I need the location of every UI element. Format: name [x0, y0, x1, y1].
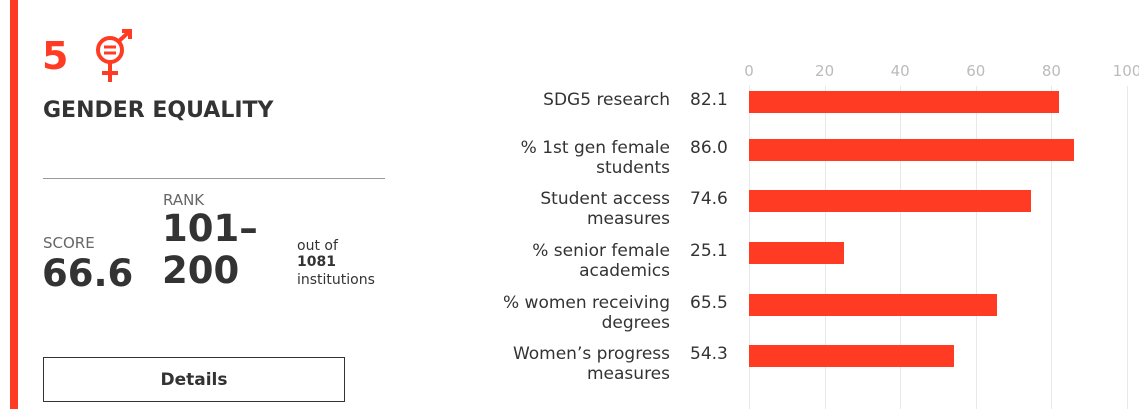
goal-number: 5 — [42, 34, 69, 78]
divider — [43, 178, 385, 179]
x-tick-label: 80 — [1041, 62, 1061, 80]
bar — [749, 345, 955, 367]
score-label: SCORE — [43, 234, 95, 252]
bar — [749, 294, 997, 316]
bar — [749, 91, 1060, 113]
x-tick-label: 0 — [744, 62, 754, 80]
category-label: % 1st gen female students — [520, 138, 670, 178]
x-tick-label: 100 — [1112, 62, 1139, 80]
value-label: 86.0 — [690, 138, 728, 158]
bar — [749, 190, 1031, 212]
value-label: 25.1 — [690, 241, 728, 261]
grid-line — [900, 86, 902, 409]
score: 66.6 — [42, 252, 134, 295]
category-label: SDG5 research — [543, 90, 670, 110]
x-tick-label: 40 — [890, 62, 910, 80]
bar — [749, 139, 1075, 161]
total: 1081 — [297, 254, 336, 270]
value-label: 54.3 — [690, 344, 728, 364]
rank-label: RANK — [163, 191, 205, 209]
grid-line — [975, 86, 977, 409]
x-tick-label: 60 — [966, 62, 986, 80]
value-label: 82.1 — [690, 90, 728, 110]
institutions: institutions — [297, 272, 375, 288]
grid-line — [1051, 86, 1053, 409]
value-label: 65.5 — [690, 293, 728, 313]
gender-icon — [96, 29, 132, 82]
category-label: Women’s progress measures — [512, 344, 670, 384]
grid-line — [1127, 86, 1128, 409]
goal-title: GENDER EQUALITY — [43, 98, 274, 123]
category-label: % women receiving degrees — [502, 293, 670, 333]
accent-bar — [10, 0, 18, 409]
bar — [749, 242, 844, 264]
details-button[interactable]: Details — [43, 357, 345, 402]
out-of: out of — [297, 238, 338, 254]
x-tick-label: 20 — [815, 62, 835, 80]
category-label: Student access measures — [540, 189, 670, 229]
rank: 101–200 — [162, 207, 258, 292]
value-label: 74.6 — [690, 189, 728, 209]
category-label: % senior female academics — [532, 241, 670, 281]
